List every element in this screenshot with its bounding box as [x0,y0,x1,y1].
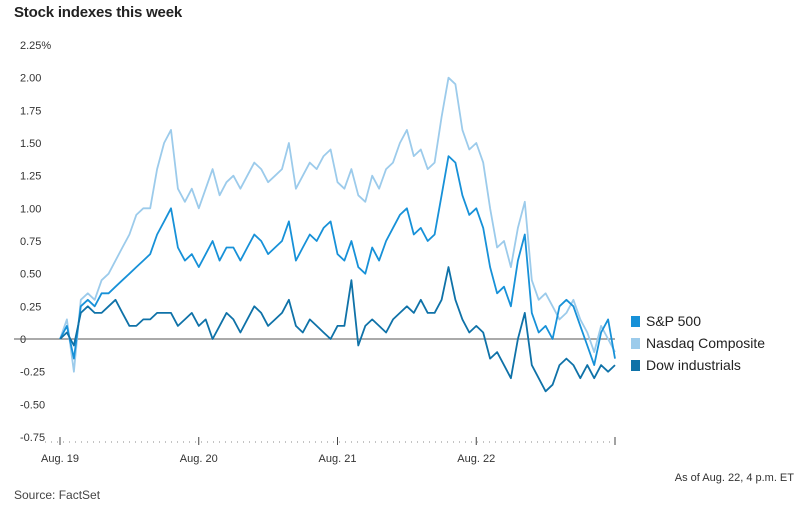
x-tick-label: Aug. 20 [180,453,218,465]
series-line-s-p-500 [59,155,616,367]
y-tick-label: 0 [20,334,26,346]
legend-label: S&P 500 [646,313,701,329]
y-axis: 2.25% 2.00 1.75 1.50 1.25 1.00 0.75 0.50 0.25 0 -0… [14,40,615,444]
y-tick-label: 1.50 [20,138,41,150]
legend-swatch [631,360,640,371]
x-tick-label: Aug. 19 [41,453,79,465]
legend-label: Dow industrials [646,357,741,373]
line-chart: 2.25% 2.00 1.75 1.50 1.25 1.00 0.75 0.50 0.25 0 -0… [14,40,765,465]
y-tick-label: 2.00 [20,73,41,85]
series-lines [59,76,616,393]
x-tick-label: Aug. 21 [319,453,357,465]
series-line-dow-industrials [59,266,616,393]
legend-swatch [631,316,640,327]
y-tick-label: -0.75 [20,432,45,444]
x-tick-label: Aug. 22 [457,453,495,465]
x-axis: Aug. 19 Aug. 20 Aug. 21 Aug. 22 [41,437,616,465]
y-tick-label: 0.50 [20,269,41,281]
series-line-nasdaq-composite [59,76,616,373]
y-tick-label: -0.50 [20,399,45,411]
y-tick-label: 2.25% [20,40,51,52]
y-tick-label: -0.25 [20,367,45,379]
legend-label: Nasdaq Composite [646,335,765,351]
y-tick-label: 1.75 [20,105,41,117]
legend: S&P 500 Nasdaq Composite Dow industrials [631,313,765,373]
y-tick-label: 1.00 [20,203,41,215]
y-tick-label: 0.75 [20,236,41,248]
chart-title: Stock indexes this week [14,4,182,21]
y-tick-label: 0.25 [20,301,41,313]
source-note: Source: FactSet [14,488,101,502]
as-of-note: As of Aug. 22, 4 p.m. ET [674,472,794,484]
legend-swatch [631,338,640,349]
y-tick-label: 1.25 [20,171,41,183]
